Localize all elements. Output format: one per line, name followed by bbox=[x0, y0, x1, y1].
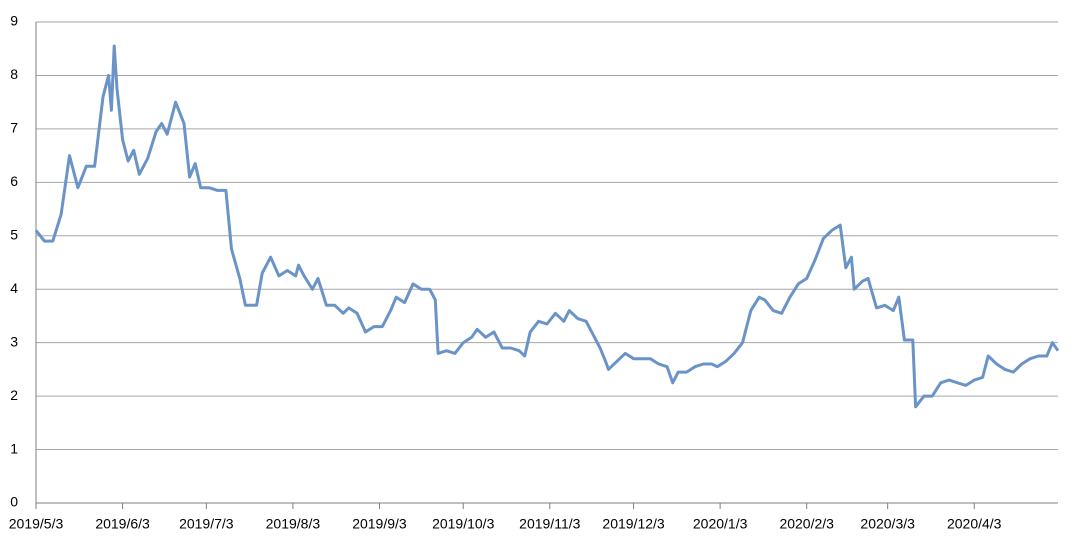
y-tick-label: 2 bbox=[10, 387, 18, 403]
x-tick-label: 2020/3/3 bbox=[860, 516, 915, 532]
x-tick-label: 2019/5/3 bbox=[9, 516, 64, 532]
x-tick-label: 2019/12/3 bbox=[602, 516, 664, 532]
y-tick-label: 9 bbox=[10, 13, 18, 29]
y-tick-label: 3 bbox=[10, 333, 18, 349]
x-tick-label: 2019/10/3 bbox=[432, 516, 494, 532]
x-tick-label: 2020/2/3 bbox=[779, 516, 834, 532]
y-tick-label: 1 bbox=[10, 440, 18, 456]
x-tick-label: 2020/1/3 bbox=[693, 516, 748, 532]
y-tick-label: 5 bbox=[10, 226, 18, 242]
y-tick-label: 6 bbox=[10, 173, 18, 189]
y-tick-label: 7 bbox=[10, 120, 18, 136]
y-tick-label: 4 bbox=[10, 280, 18, 296]
y-tick-label: 0 bbox=[10, 494, 18, 510]
x-tick-label: 2019/9/3 bbox=[352, 516, 407, 532]
x-tick-label: 2019/8/3 bbox=[266, 516, 321, 532]
x-tick-label: 2019/7/3 bbox=[179, 516, 234, 532]
line-series bbox=[34, 44, 1060, 409]
x-tick-label: 2019/11/3 bbox=[519, 516, 580, 532]
x-tick-label: 2019/6/3 bbox=[95, 516, 150, 532]
x-tick-label: 2020/4/3 bbox=[947, 516, 1002, 532]
y-tick-label: 8 bbox=[10, 66, 18, 82]
